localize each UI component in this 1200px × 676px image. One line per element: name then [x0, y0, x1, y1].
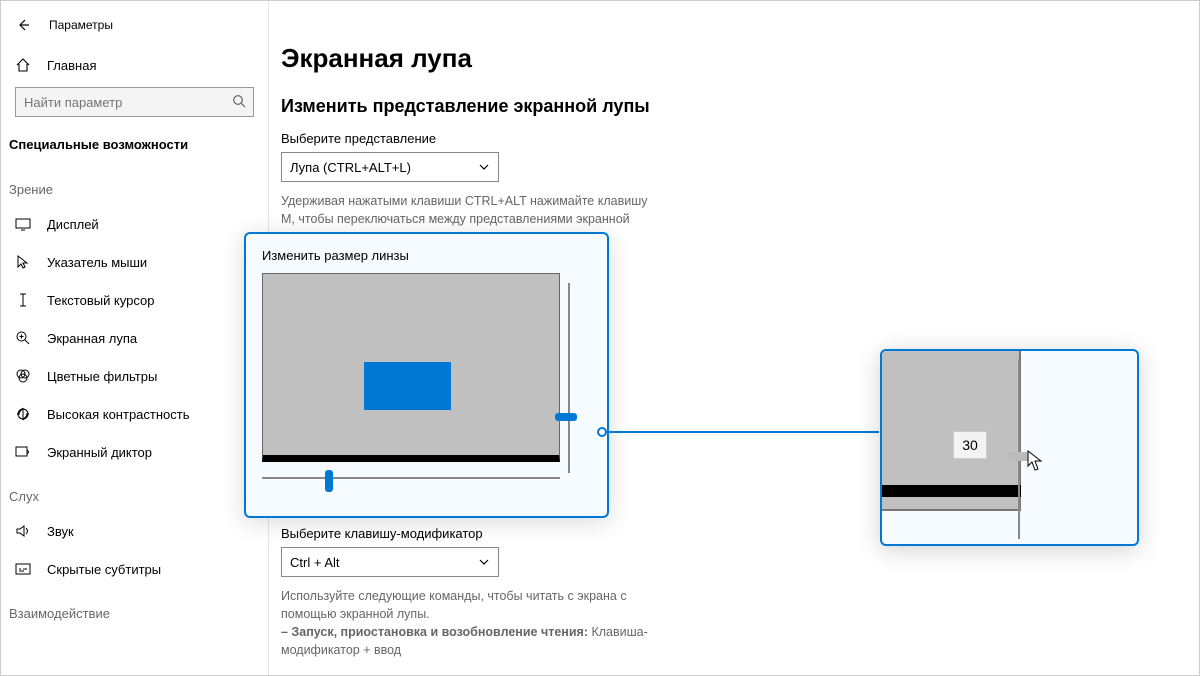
slider-track: [568, 283, 570, 473]
modifier-select-value: Ctrl + Alt: [290, 555, 340, 570]
lens-width-slider[interactable]: [262, 468, 560, 490]
sidebar-item-label: Цветные фильтры: [47, 369, 157, 384]
search-input[interactable]: [15, 87, 254, 117]
read-hint: Используйте следующие команды, чтобы чит…: [281, 577, 651, 660]
lens-preview: [262, 273, 560, 462]
read-hint-line2-bold: – Запуск, приостановка и возобновление ч…: [281, 625, 591, 639]
chevron-down-icon: [478, 161, 490, 176]
sidebar-item-label: Экранная лупа: [47, 331, 137, 346]
section-title-view: Изменить представление экранной лупы: [281, 96, 1199, 131]
header-row: Параметры: [1, 1, 268, 49]
sound-icon: [15, 523, 31, 539]
group-vision: Зрение: [1, 164, 268, 205]
sidebar-item-label: Текстовый курсор: [47, 293, 154, 308]
captions-icon: [15, 561, 31, 577]
slider-track: [1018, 359, 1020, 539]
sidebar-item-textcursor[interactable]: Текстовый курсор: [1, 281, 268, 319]
callout-connector: [605, 431, 879, 433]
color-filters-icon: [15, 368, 31, 384]
app-title: Параметры: [49, 18, 113, 32]
choose-view-label: Выберите представление: [281, 131, 1199, 152]
text-cursor-icon: [15, 292, 31, 308]
sidebar-item-mouse[interactable]: Указатель мыши: [1, 243, 268, 281]
view-select[interactable]: Лупа (CTRL+ALT+L): [281, 152, 499, 182]
group-interaction: Взаимодействие: [1, 588, 268, 629]
home-label: Главная: [47, 58, 96, 73]
sidebar-item-label: Дисплей: [47, 217, 99, 232]
home-row[interactable]: Главная: [1, 49, 268, 87]
sidebar-item-label: Скрытые субтитры: [47, 562, 161, 577]
modifier-section: Выберите клавишу-модификатор Ctrl + Alt …: [281, 526, 651, 660]
sidebar-item-label: Звук: [47, 524, 74, 539]
group-hearing: Слух: [1, 471, 268, 512]
back-arrow-icon: [16, 18, 30, 32]
sidebar-item-label: Экранный диктор: [47, 445, 152, 460]
slider-track: [262, 477, 560, 479]
modifier-label: Выберите клавишу-модификатор: [281, 526, 651, 547]
sidebar-item-magnifier[interactable]: Экранная лупа: [1, 319, 268, 357]
sidebar-item-contrast[interactable]: Высокая контрастность: [1, 395, 268, 433]
read-hint-line1: Используйте следующие команды, чтобы чит…: [281, 589, 627, 621]
chevron-down-icon: [478, 556, 490, 571]
sidebar-item-captions[interactable]: Скрытые субтитры: [1, 550, 268, 588]
display-icon: [15, 216, 31, 232]
page-title: Экранная лупа: [281, 1, 1199, 96]
slider-value-tooltip: 30: [953, 431, 987, 459]
magnifier-icon: [15, 330, 31, 346]
slider-thumb[interactable]: [325, 470, 333, 492]
home-icon: [15, 57, 31, 73]
sidebar-item-sound[interactable]: Звук: [1, 512, 268, 550]
sidebar-item-filters[interactable]: Цветные фильтры: [1, 357, 268, 395]
slider-zoom-callout: 30: [880, 349, 1139, 546]
lens-size-title: Изменить размер линзы: [262, 248, 591, 273]
search-wrap: [1, 87, 268, 131]
zoom-preview-bottom-bar: [882, 485, 1021, 497]
back-button[interactable]: [15, 17, 31, 33]
modifier-select[interactable]: Ctrl + Alt: [281, 547, 499, 577]
mouse-pointer-icon: [15, 254, 31, 270]
sidebar-item-display[interactable]: Дисплей: [1, 205, 268, 243]
lens-size-callout: Изменить размер линзы: [244, 232, 609, 518]
slider-thumb[interactable]: [555, 413, 577, 421]
lens-height-slider[interactable]: [559, 283, 581, 473]
contrast-icon: [15, 406, 31, 422]
lens-preview-rect: [364, 362, 451, 410]
narrator-icon: [15, 444, 31, 460]
sidebar: Параметры Главная Специальные возможност…: [1, 1, 269, 675]
settings-window: Параметры Главная Специальные возможност…: [0, 0, 1200, 676]
cursor-icon: [1027, 450, 1045, 475]
sidebar-item-label: Указатель мыши: [47, 255, 147, 270]
zoom-vertical-slider[interactable]: [1009, 359, 1031, 539]
view-select-value: Лупа (CTRL+ALT+L): [290, 160, 411, 175]
sidebar-item-label: Высокая контрастность: [47, 407, 190, 422]
sidebar-item-narrator[interactable]: Экранный диктор: [1, 433, 268, 471]
section-head: Специальные возможности: [1, 131, 268, 164]
